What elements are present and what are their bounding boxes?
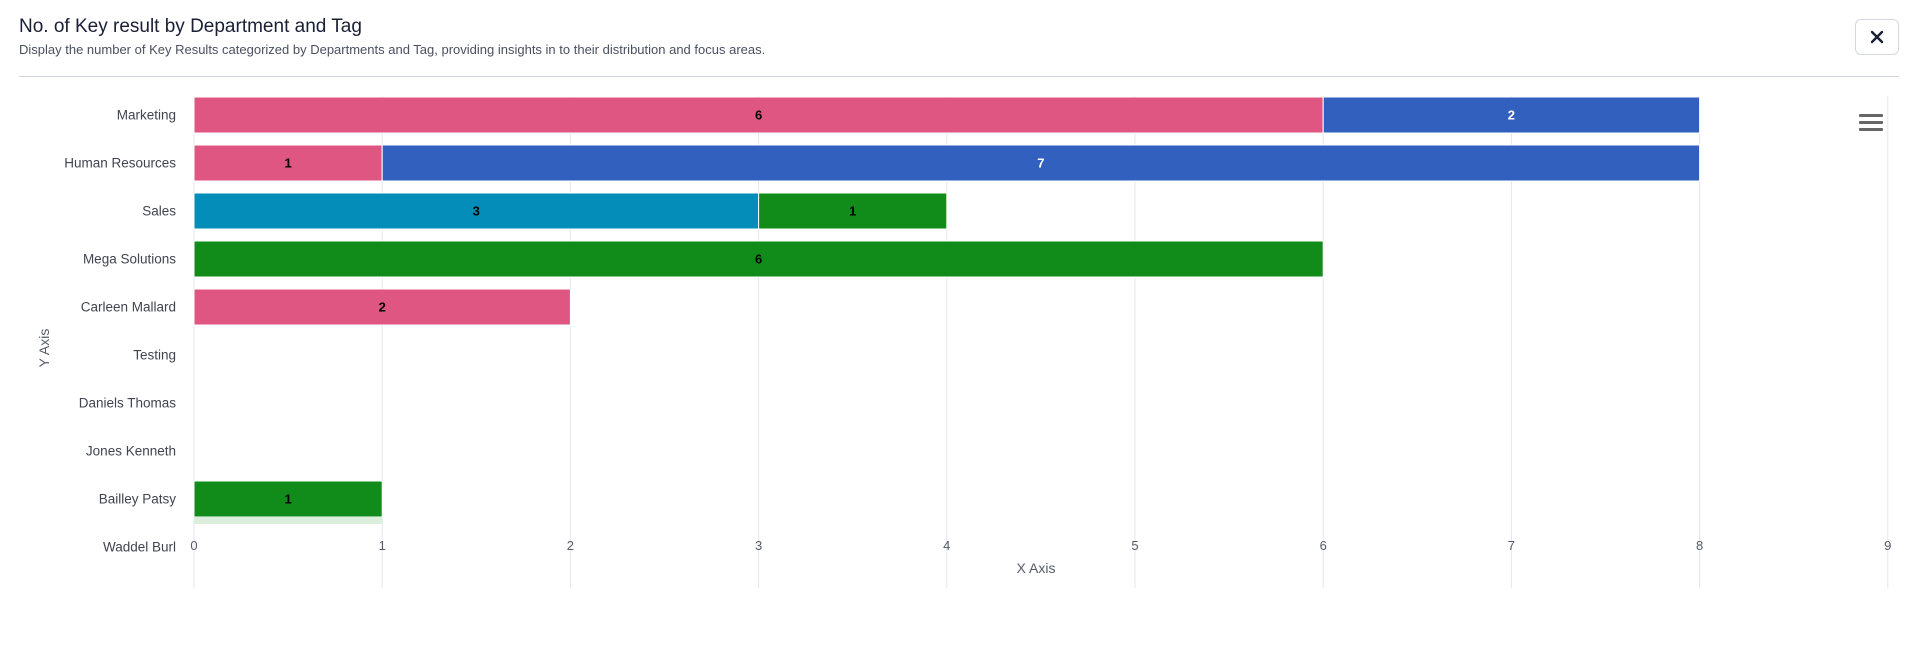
bar-segment[interactable] [1322, 96, 1701, 134]
header-divider [19, 76, 1899, 77]
x-tick-label: 9 [1884, 538, 1891, 553]
y-category-label: Daniels Thomas [79, 396, 177, 411]
chart-bar-labels: 6 2 1 7 3 1 6 2 1 [284, 107, 1515, 506]
y-category-label: Waddel Burl [103, 540, 176, 555]
bar-data-label: 1 [849, 203, 856, 218]
bar-data-label: 1 [284, 491, 291, 506]
y-axis-categories: Marketing Human Resources Sales Mega Soluti… [64, 108, 176, 555]
chart-header: No. of Key result by Department and Tag … [19, 14, 1859, 57]
bar-segment[interactable] [193, 240, 1324, 278]
y-category-label: Bailley Patsy [99, 492, 177, 507]
x-tick-label: 0 [190, 538, 197, 553]
chart-title: No. of Key result by Department and Tag [19, 16, 362, 37]
bar-segment[interactable] [758, 192, 948, 230]
y-category-label: Human Resources [64, 156, 176, 171]
y-category-label: Marketing [117, 108, 176, 123]
x-tick-label: 4 [943, 538, 950, 553]
bar-segment[interactable] [381, 144, 1701, 182]
bar-data-label: 3 [473, 203, 480, 218]
bar-data-label: 2 [379, 299, 386, 314]
chart-menu-button[interactable] [1859, 114, 1883, 134]
y-category-label: Jones Kenneth [86, 444, 176, 459]
x-tick-label: 6 [1320, 538, 1327, 553]
x-tick-label: 7 [1508, 538, 1515, 553]
x-tick-label: 1 [379, 538, 386, 553]
chart-subtitle: Display the number of Key Results catego… [19, 42, 766, 57]
y-category-label: Carleen Mallard [81, 300, 176, 315]
bar-data-label: 1 [284, 155, 291, 170]
x-axis-title: X Axis [1017, 560, 1056, 576]
y-category-label: Sales [142, 204, 176, 219]
bar-segment[interactable] [193, 192, 760, 230]
y-axis-title: Y Axis [36, 329, 52, 368]
hamburger-menu-icon [1859, 114, 1883, 117]
bar-data-label: 2 [1508, 107, 1515, 122]
bar-segment[interactable] [193, 288, 571, 326]
bar-segment[interactable] [193, 480, 383, 518]
x-axis-ticks: 0 1 2 3 4 5 6 7 8 9 [190, 538, 1891, 553]
bar-data-label: 6 [755, 107, 762, 122]
bar-segment[interactable] [193, 144, 383, 182]
bar-data-label: 6 [755, 251, 762, 266]
y-category-label: Mega Solutions [83, 252, 176, 267]
close-button[interactable] [1855, 19, 1899, 55]
y-category-label: Testing [133, 348, 176, 363]
bar-data-label: 7 [1037, 155, 1044, 170]
chart-bars [193, 96, 1701, 524]
close-icon [1870, 30, 1884, 44]
x-tick-label: 8 [1696, 538, 1703, 553]
x-tick-label: 5 [1131, 538, 1138, 553]
hover-shadow [194, 517, 383, 524]
x-tick-label: 3 [755, 538, 762, 553]
x-tick-label: 2 [567, 538, 574, 553]
